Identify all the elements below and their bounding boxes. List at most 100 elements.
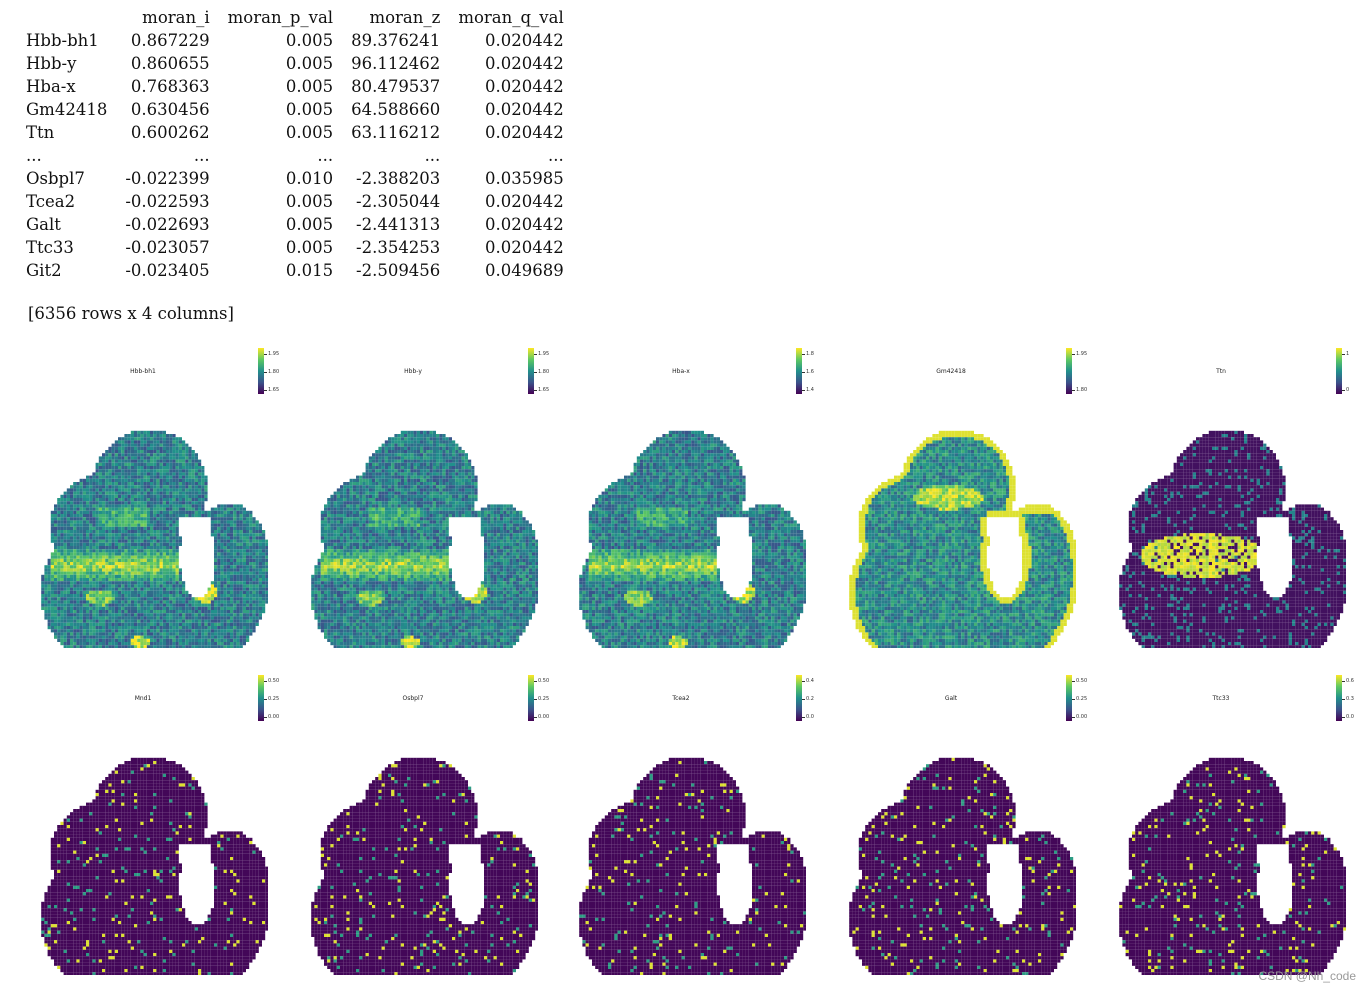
colorbar-tick-label: 0.25 <box>263 697 279 702</box>
colorbar-tick-label: 1.8 <box>802 352 814 357</box>
spatial-panel-tcea2: Tcea2 0.4 0.2 0.0 <box>566 675 836 995</box>
tissue-spot-map <box>1119 430 1346 648</box>
cell-moran-p-val: 0.005 <box>210 52 333 75</box>
colorbar-tick-label: 1.95 <box>263 352 279 357</box>
tissue-spot-map <box>579 757 806 975</box>
colorbar <box>796 348 802 394</box>
watermark: CSDN @Nh_code <box>1258 969 1356 983</box>
cell-moran-q-val: ... <box>440 144 564 167</box>
table-row: Hbb-y 0.860655 0.005 96.112462 0.020442 <box>26 52 564 75</box>
panel-title: Hba-x <box>566 368 796 375</box>
cell-moran-p-val: 0.005 <box>210 190 333 213</box>
row-index: Tcea2 <box>26 190 107 213</box>
colorbar <box>1066 675 1072 721</box>
cell-moran-i: 0.630456 <box>107 98 210 121</box>
colorbar-tick-label: 0.00 <box>1071 715 1087 720</box>
dataframe-shape: [6356 rows x 4 columns] <box>28 304 234 323</box>
table-row: Ttn 0.600262 0.005 63.116212 0.020442 <box>26 121 564 144</box>
row-index: Hbb-bh1 <box>26 29 107 52</box>
column-header: moran_p_val <box>210 6 333 29</box>
cell-moran-i: -0.023405 <box>107 259 209 282</box>
cell-moran-z: -2.388203 <box>333 167 440 190</box>
row-index: Git2 <box>26 259 107 282</box>
cell-moran-z: 64.588660 <box>333 98 440 121</box>
cell-moran-z: 89.376241 <box>333 29 440 52</box>
table-row: Hbb-bh1 0.867229 0.005 89.376241 0.020442 <box>26 29 564 52</box>
column-header: moran_z <box>333 6 440 29</box>
colorbar <box>1336 348 1342 394</box>
cell-moran-i: 0.860655 <box>107 52 210 75</box>
colorbar-tick-label: 0.50 <box>533 679 549 684</box>
table-header-row: moran_i moran_p_val moran_z moran_q_val <box>26 6 564 29</box>
colorbar-tick-label: 1.65 <box>263 388 279 393</box>
cell-moran-z: -2.354253 <box>333 236 440 259</box>
colorbar-tick-label: 0.0 <box>1342 715 1354 720</box>
row-index: Galt <box>26 213 107 236</box>
colorbar-tick-label: 1.6 <box>802 370 814 375</box>
cell-moran-z: ... <box>333 144 441 167</box>
cell-moran-z: -2.509456 <box>333 259 440 282</box>
table-row: Ttc33 -0.023057 0.005 -2.354253 0.020442 <box>26 236 564 259</box>
cell-moran-z: 80.479537 <box>333 75 440 98</box>
colorbar-tick-label: 0.3 <box>1342 697 1354 702</box>
table-row: Hba-x 0.768363 0.005 80.479537 0.020442 <box>26 75 564 98</box>
colorbar-tick-label: 0.2 <box>802 697 814 702</box>
colorbar-tick-label: 0.0 <box>802 715 814 720</box>
cell-moran-p-val: 0.015 <box>210 259 333 282</box>
colorbar-tick-label: 1.80 <box>1071 388 1087 393</box>
tissue-spot-map <box>41 430 268 648</box>
spatial-panel-hbb-bh1: Hbb-bh1 1.95 1.80 1.65 <box>28 348 298 668</box>
cell-moran-q-val: 0.020442 <box>440 236 564 259</box>
colorbar-tick-label: 0.25 <box>1071 697 1087 702</box>
cell-moran-i: -0.022399 <box>107 167 209 190</box>
cell-moran-i: -0.022593 <box>107 190 209 213</box>
column-header: moran_q_val <box>440 6 563 29</box>
colorbar-tick-label: 1.80 <box>533 370 549 375</box>
cell-moran-p-val: 0.005 <box>210 213 333 236</box>
tissue-spot-map <box>311 757 538 975</box>
spatial-panel-ttc33: Ttc33 0.6 0.3 0.0 <box>1106 675 1370 995</box>
cell-moran-z: 63.116212 <box>333 121 440 144</box>
colorbar-tick-label: 1.4 <box>802 388 814 393</box>
cell-moran-i: -0.023057 <box>107 236 209 259</box>
table-row: Galt -0.022693 0.005 -2.441313 0.020442 <box>26 213 564 236</box>
colorbar-tick-label: 0.50 <box>1071 679 1087 684</box>
cell-moran-q-val: 0.020442 <box>440 98 564 121</box>
colorbar <box>1336 675 1342 721</box>
cell-moran-q-val: 0.020442 <box>440 213 564 236</box>
spatial-panel-osbpl7: Osbpl7 0.50 0.25 0.00 <box>298 675 568 995</box>
colorbar-tick-label: 1.65 <box>533 388 549 393</box>
cell-moran-z: -2.305044 <box>333 190 440 213</box>
table-row: ............... <box>26 144 564 167</box>
colorbar-tick-label: 0.25 <box>533 697 549 702</box>
spatial-panel-hbb-y: Hbb-y 1.95 1.80 1.65 <box>298 348 568 668</box>
colorbar-tick-label: 0.4 <box>802 679 814 684</box>
colorbar-tick-label: 1.95 <box>533 352 549 357</box>
moran-table: moran_i moran_p_val moran_z moran_q_val … <box>26 6 564 282</box>
cell-moran-q-val: 0.035985 <box>440 167 564 190</box>
panel-title: Ttc33 <box>1106 695 1336 702</box>
row-index: Hba-x <box>26 75 107 98</box>
colorbar-tick-label: 0.00 <box>263 715 279 720</box>
panel-title: Galt <box>836 695 1066 702</box>
panel-title: Gm42418 <box>836 368 1066 375</box>
colorbar-tick-label: 0.00 <box>533 715 549 720</box>
dataframe-output: moran_i moran_p_val moran_z moran_q_val … <box>26 6 564 282</box>
panel-title: Hbb-y <box>298 368 528 375</box>
tissue-spot-map <box>41 757 268 975</box>
colorbar <box>258 348 264 394</box>
row-index: Osbpl7 <box>26 167 107 190</box>
colorbar-tick-label: 0.50 <box>263 679 279 684</box>
cell-moran-q-val: 0.020442 <box>440 121 564 144</box>
table-row: Osbpl7 -0.022399 0.010 -2.388203 0.035985 <box>26 167 564 190</box>
colorbar <box>528 348 534 394</box>
tissue-spot-map <box>579 430 806 648</box>
spatial-panel-ttn: Ttn 1 0 <box>1106 348 1370 668</box>
panel-title: Ttn <box>1106 368 1336 375</box>
cell-moran-i: -0.022693 <box>107 213 209 236</box>
cell-moran-q-val: 0.020442 <box>440 29 564 52</box>
cell-moran-p-val: 0.005 <box>210 236 333 259</box>
cell-moran-q-val: 0.020442 <box>440 75 564 98</box>
cell-moran-p-val: ... <box>210 144 333 167</box>
